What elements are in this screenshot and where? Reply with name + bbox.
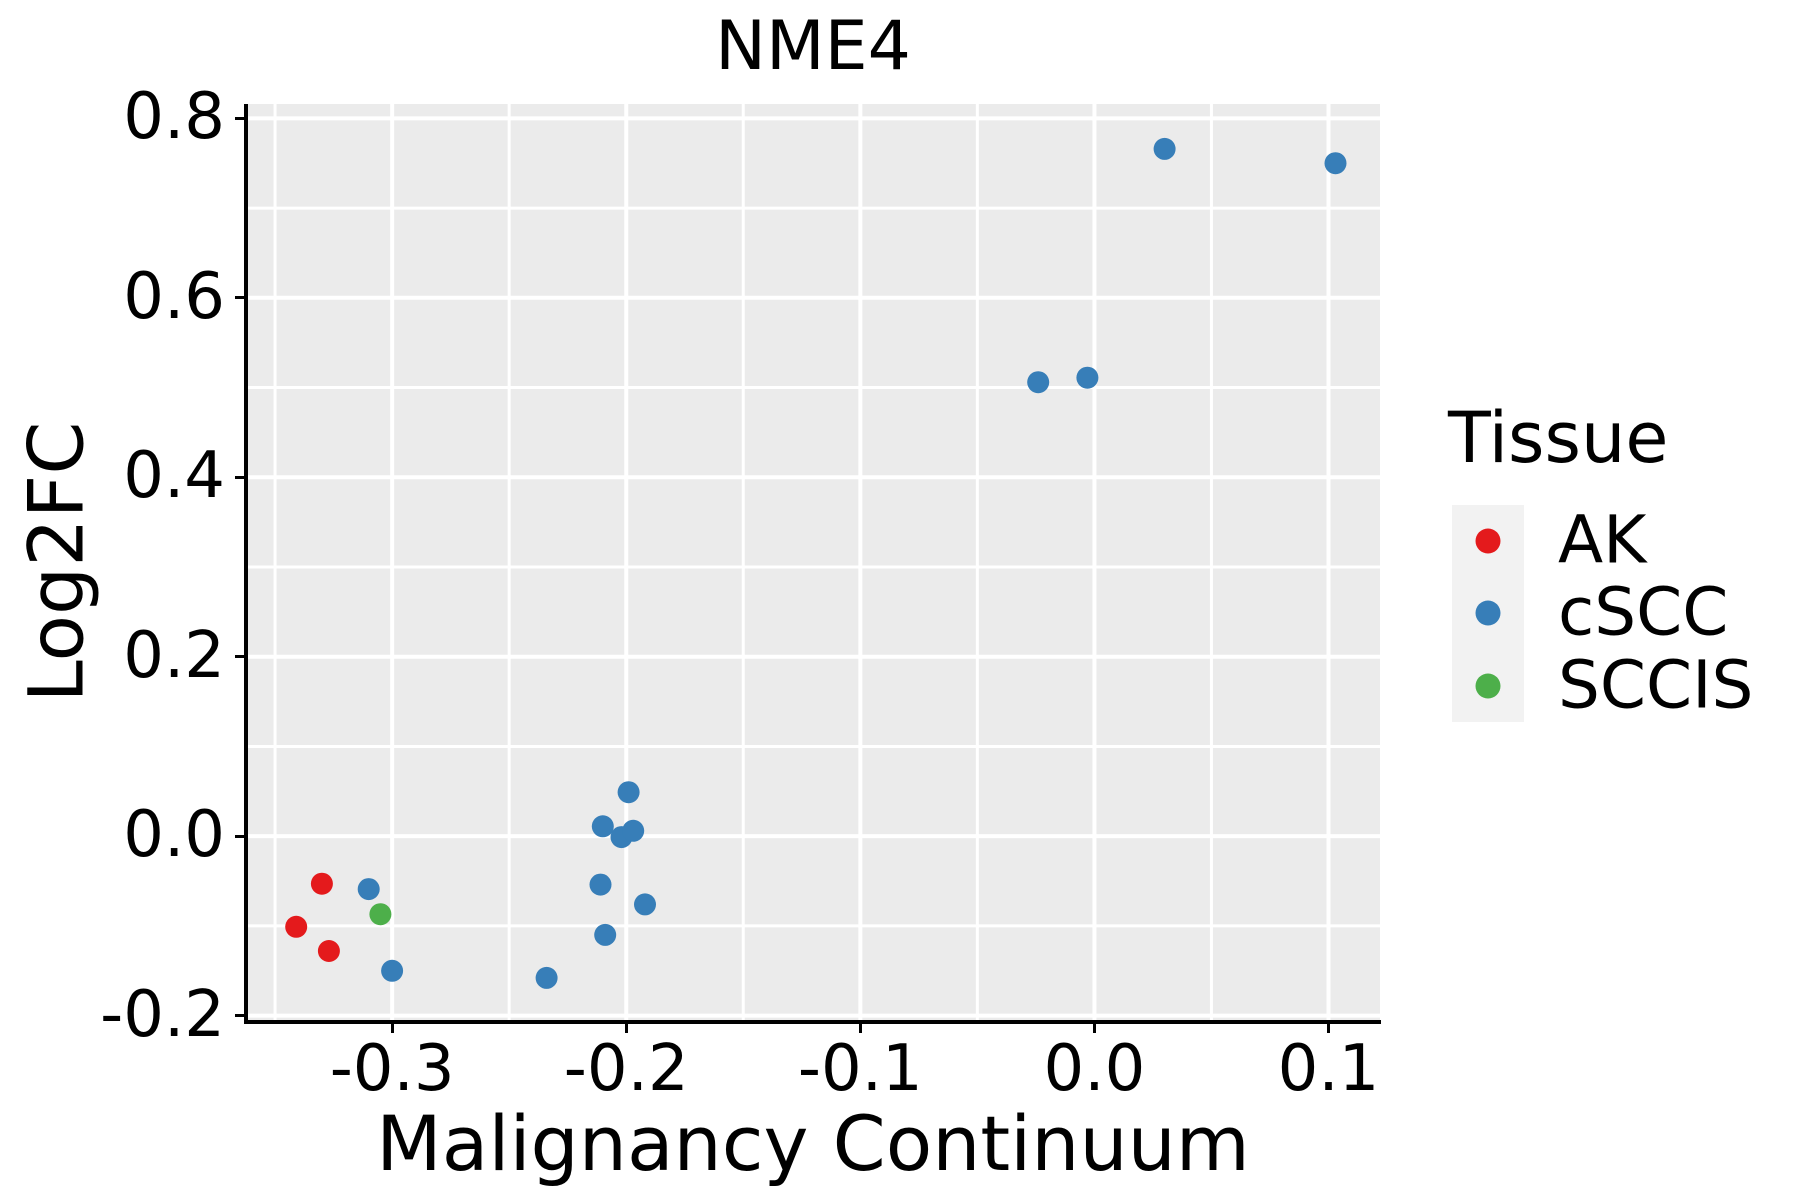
y-tick-mark [235,116,244,120]
y-axis-label: Log2FC [11,421,101,703]
legend-item-label-ak: AK [1558,501,1647,579]
data-point-cscc [1324,152,1347,175]
x-tick-mark [624,1024,628,1033]
y-tick-label: -0.2 [100,977,225,1052]
data-point-cscc [589,873,612,896]
x-tick-label: -0.3 [329,1032,455,1106]
x-tick-mark [390,1024,394,1033]
y-tick-mark [235,1014,244,1018]
data-point-cscc [591,815,614,838]
x-tick-mark [858,1024,862,1033]
legend-item-label-cscc: cSCC [1558,574,1729,651]
y-tick-mark [235,296,244,300]
data-point-cscc [1027,371,1050,394]
data-point-cscc [594,923,617,946]
plot-panel [247,104,1380,1021]
data-point-cscc [381,959,404,982]
data-point-ak [317,940,340,962]
x-tick-label: -0.2 [563,1032,689,1106]
data-point-cscc [357,878,380,901]
y-axis-line [244,104,248,1024]
x-axis-label: Malignancy Continuum [376,1099,1250,1188]
x-tick-label: 0.1 [1277,1032,1380,1106]
y-tick-label: 0.6 [123,260,225,334]
legend-item-label-sccis: SCCIS [1558,646,1754,724]
y-tick-label: 0.0 [123,798,225,873]
x-tick-label: 0.0 [1043,1032,1146,1106]
data-point-sccis [369,903,392,926]
data-point-cscc [622,819,645,842]
x-axis-line [244,1020,1381,1024]
plot-area-svg [247,104,1380,1021]
legend-swatch-ak [1475,528,1501,554]
data-point-cscc [1153,137,1176,160]
data-point-ak [285,915,308,938]
legend-swatch-cscc [1475,600,1501,626]
x-tick-mark [1092,1024,1096,1033]
x-tick-mark [1327,1024,1330,1033]
data-point-cscc [634,893,656,916]
legend-swatch-sccis [1475,673,1501,698]
y-tick-mark [235,655,244,659]
y-tick-label: 0.4 [123,439,225,514]
x-tick-label: -0.1 [797,1032,923,1106]
y-tick-mark [235,475,244,479]
y-tick-label: 0.2 [123,618,225,693]
data-point-ak [310,872,333,895]
data-point-cscc [617,781,640,804]
data-point-cscc [1076,366,1099,389]
plot-title: NME4 [715,7,911,86]
data-point-cscc [535,966,558,989]
legend-title: Tissue [1448,397,1669,479]
y-tick-label: 0.8 [123,80,225,155]
y-tick-mark [235,834,244,838]
